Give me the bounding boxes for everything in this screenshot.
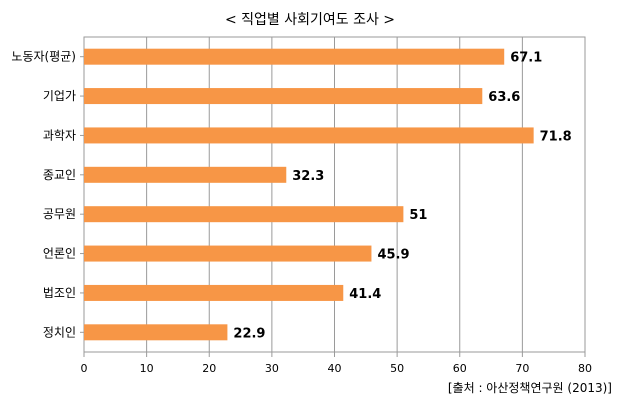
bar	[84, 48, 505, 65]
bar	[84, 245, 372, 262]
x-tick-label: 30	[265, 362, 279, 375]
value-labels: 67.1 63.6 71.8 32.3 51 45.9 41.4 22.9	[233, 51, 571, 342]
bar	[84, 284, 344, 301]
bar	[84, 88, 483, 105]
value-label: 63.6	[488, 90, 520, 105]
bar	[84, 166, 287, 183]
category-label: 종교인	[43, 168, 76, 182]
chart-title: < 직업별 사회기여도 조사 >	[225, 12, 395, 28]
x-tick-label: 80	[578, 362, 592, 375]
x-tick-label: 0	[81, 362, 88, 375]
x-tick-label: 60	[453, 362, 467, 375]
category-label: 기업가	[43, 89, 76, 103]
x-tick-label: 40	[328, 362, 342, 375]
value-label: 32.3	[292, 169, 324, 184]
category-label: 과학자	[43, 128, 76, 142]
x-tick-label: 70	[515, 362, 529, 375]
x-tick-label: 10	[140, 362, 154, 375]
bar	[84, 324, 228, 341]
bars-group	[84, 48, 534, 341]
x-tick-label: 20	[202, 362, 216, 375]
category-label: 정치인	[43, 325, 76, 339]
bar	[84, 206, 404, 223]
value-label: 22.9	[233, 326, 265, 341]
value-label: 41.4	[349, 287, 381, 302]
category-label: 공무원	[43, 207, 76, 221]
value-label: 67.1	[510, 51, 542, 66]
category-label: 언론인	[43, 247, 76, 261]
x-tick-label: 50	[390, 362, 404, 375]
x-axis-ticks: 0 10 20 30 40 50 60 70 80	[81, 352, 592, 375]
value-label: 51	[409, 208, 427, 223]
category-label: 법조인	[43, 286, 76, 300]
bar	[84, 127, 534, 144]
value-label: 71.8	[540, 129, 572, 144]
source-note: [출처 : 아산정책연구원 (2013)]	[447, 381, 612, 395]
value-label: 45.9	[377, 248, 409, 263]
category-label: 노동자(평균)	[11, 50, 76, 64]
